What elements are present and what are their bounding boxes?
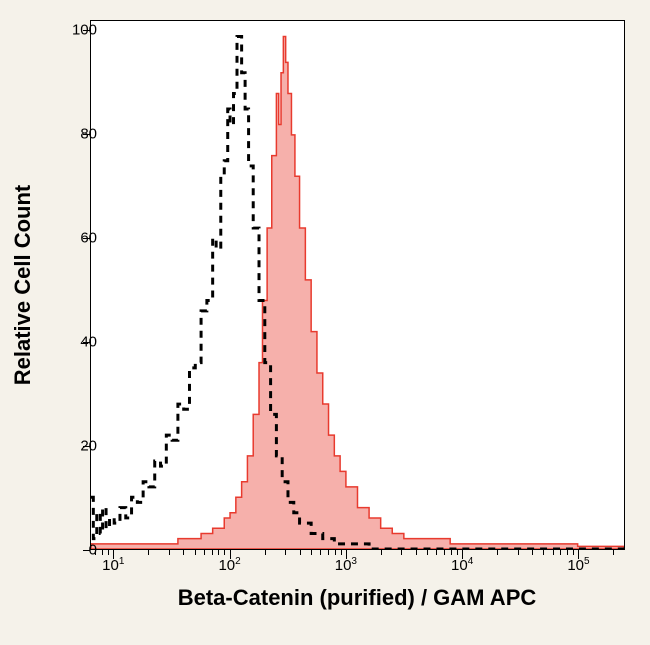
plot-area bbox=[90, 20, 625, 550]
x-tick-minor bbox=[218, 550, 219, 555]
x-tick-minor bbox=[300, 550, 301, 555]
x-tick-minor bbox=[148, 550, 149, 555]
x-tick-minor bbox=[183, 550, 184, 555]
x-tick-minor bbox=[444, 550, 445, 555]
x-tick-minor bbox=[204, 550, 205, 555]
y-axis-label: Relative Cell Count bbox=[10, 185, 36, 385]
x-tick-minor bbox=[497, 550, 498, 555]
x-tick-minor bbox=[195, 550, 196, 555]
x-tick-minor bbox=[285, 550, 286, 555]
x-tick-minor bbox=[560, 550, 561, 555]
x-tick-minor bbox=[457, 550, 458, 555]
y-tick bbox=[83, 342, 90, 343]
x-tick-minor bbox=[451, 550, 452, 555]
x-tick-minor bbox=[265, 550, 266, 555]
x-tick-minor bbox=[567, 550, 568, 555]
x-tick-minor bbox=[532, 550, 533, 555]
x-tick-minor bbox=[224, 550, 225, 555]
x-tick-major bbox=[346, 550, 347, 559]
x-tick-major bbox=[113, 550, 114, 559]
x-tick-minor bbox=[416, 550, 417, 555]
x-tick-major bbox=[578, 550, 579, 559]
x-tick-minor bbox=[108, 550, 109, 555]
x-axis-label: Beta-Catenin (purified) / GAM APC bbox=[178, 585, 537, 611]
x-tick-minor bbox=[212, 550, 213, 555]
y-tick bbox=[83, 446, 90, 447]
x-tick-minor bbox=[335, 550, 336, 555]
y-tick bbox=[83, 30, 90, 31]
y-tick bbox=[83, 238, 90, 239]
y-tick bbox=[83, 134, 90, 135]
x-tick-minor bbox=[311, 550, 312, 555]
x-tick-minor bbox=[341, 550, 342, 555]
x-tick-minor bbox=[613, 550, 614, 555]
histogram-svg bbox=[91, 21, 624, 549]
x-tick-minor bbox=[169, 550, 170, 555]
x-tick-minor bbox=[436, 550, 437, 555]
y-tick bbox=[83, 550, 90, 551]
x-tick-minor bbox=[427, 550, 428, 555]
x-tick-minor bbox=[401, 550, 402, 555]
x-tick-minor bbox=[543, 550, 544, 555]
x-tick-major bbox=[462, 550, 463, 559]
x-tick-minor bbox=[573, 550, 574, 555]
x-tick-minor bbox=[328, 550, 329, 555]
x-tick-minor bbox=[518, 550, 519, 555]
series-control bbox=[91, 37, 624, 549]
flow-cytometry-histogram: Relative Cell Count Beta-Catenin (purifi… bbox=[0, 0, 650, 645]
x-tick-minor bbox=[320, 550, 321, 555]
x-tick-minor bbox=[95, 550, 96, 555]
series-stained bbox=[91, 37, 624, 549]
x-tick-minor bbox=[381, 550, 382, 555]
x-tick-minor bbox=[553, 550, 554, 555]
x-tick-minor bbox=[102, 550, 103, 555]
x-tick-major bbox=[230, 550, 231, 559]
